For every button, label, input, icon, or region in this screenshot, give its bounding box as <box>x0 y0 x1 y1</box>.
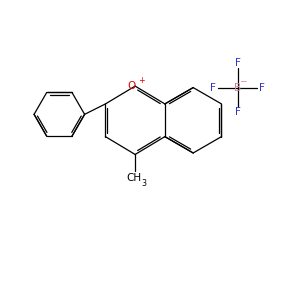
Text: +: + <box>138 76 144 85</box>
Text: CH: CH <box>126 173 141 183</box>
Text: F: F <box>260 82 265 93</box>
Text: F: F <box>210 82 216 93</box>
Text: −: − <box>239 76 247 85</box>
Text: 3: 3 <box>141 179 146 188</box>
Text: F: F <box>235 107 241 117</box>
Text: O: O <box>128 81 136 91</box>
Text: B: B <box>234 82 241 93</box>
Text: F: F <box>235 58 241 68</box>
